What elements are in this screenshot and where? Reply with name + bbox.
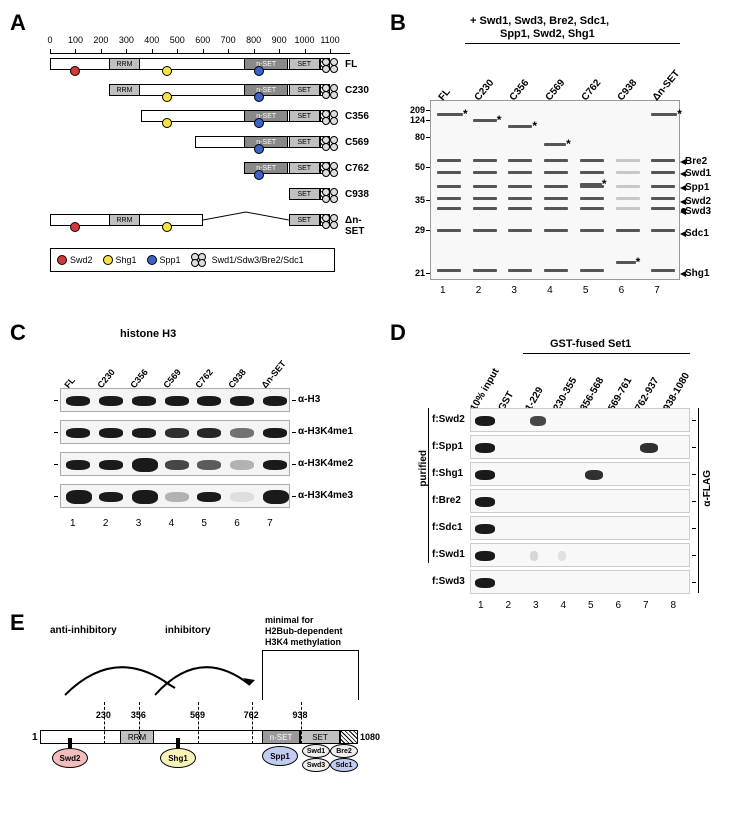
panel-d-right-label: α-FLAG [702,470,713,507]
legend-spp1: Spp1 [147,255,181,265]
panel-a: A 010020030040050060070080090010001100 R… [10,10,370,290]
construct-C569: n-SETSETC569 [50,136,370,152]
e-bre2: Bre2 [330,744,358,758]
ruler: 010020030040050060070080090010001100 [50,35,350,55]
e-shg1: Shg1 [160,748,196,768]
e-swd1: Swd1 [302,744,330,758]
e-min2: H2Bub-dependent [265,626,343,636]
construct-C230: RRMn-SETSETC230 [50,84,370,100]
blot-f:Swd1 [470,543,690,567]
legend: Swd2 Shg1 Spp1 Swd1/Sdw3/Bre2/Sdc1 [50,248,335,272]
panel-e-label: E [10,610,25,636]
e-nset: n-SET [262,730,300,744]
figure: A 010020030040050060070080090010001100 R… [10,10,741,822]
construct-Δn-SET: RRMSETΔn-SET [50,214,370,230]
panel-c: C histone H3 FLC230C356C569C762C938Δn-SE… [10,320,370,540]
panel-a-label: A [10,10,26,36]
e-rrm: RRM [120,730,154,744]
e-hatch [340,730,358,744]
construct-C356: n-SETSETC356 [50,110,370,126]
blot-f:Sdc1 [470,516,690,540]
legend-shg1: Shg1 [103,255,137,265]
panel-d-header: GST-fused Set1 [550,338,631,350]
e-arcs [40,640,270,700]
blot-f:Shg1 [470,462,690,486]
e-spp1: Spp1 [262,746,298,766]
panel-c-title: histone H3 [120,328,176,340]
panel-d: D GST-fused Set1 purified α-FLAG 10% inp… [390,320,741,600]
gel-b: ******* [430,100,680,280]
e-swd3: Swd3 [302,758,330,772]
e-set: SET [300,730,340,744]
e-swd2: Swd2 [52,748,88,768]
e-pos-1: 1 [32,732,38,743]
blot-f:Swd2 [470,408,690,432]
blot-α-H3K4me2 [60,452,290,476]
e-pos-1080: 1080 [360,732,380,742]
panel-b-header2: Spp1, Swd2, Shg1 [500,28,595,40]
panel-b: B + Swd1, Swd3, Bre2, Sdc1, Spp1, Swd2, … [390,10,741,310]
blot-α-H3K4me1 [60,420,290,444]
blot-α-H3K4me3 [60,484,290,508]
blot-f:Swd3 [470,570,690,594]
panel-b-label: B [390,10,406,36]
e-inhib-label: inhibitory [165,625,211,636]
legend-swd2: Swd2 [57,255,93,265]
panel-b-header1: + Swd1, Swd3, Bre2, Sdc1, [470,15,609,27]
legend-cluster: Swd1/Sdw3/Bre2/Sdc1 [191,253,304,267]
e-min1: minimal for [265,615,314,625]
panel-d-label: D [390,320,406,346]
e-anti-label: anti-inhibitory [50,625,117,636]
e-min3: H3K4 methylation [265,637,341,647]
blot-f:Bre2 [470,489,690,513]
panel-c-label: C [10,320,26,346]
blot-α-H3 [60,388,290,412]
blot-f:Spp1 [470,435,690,459]
construct-C938: SETC938 [50,188,370,204]
construct-C762: n-SETSETC762 [50,162,370,178]
construct-FL: RRMn-SETSETFL [50,58,370,74]
panel-e: E anti-inhibitory inhibitory minimal for… [10,610,380,822]
e-sdc1: Sdc1 [330,758,358,772]
